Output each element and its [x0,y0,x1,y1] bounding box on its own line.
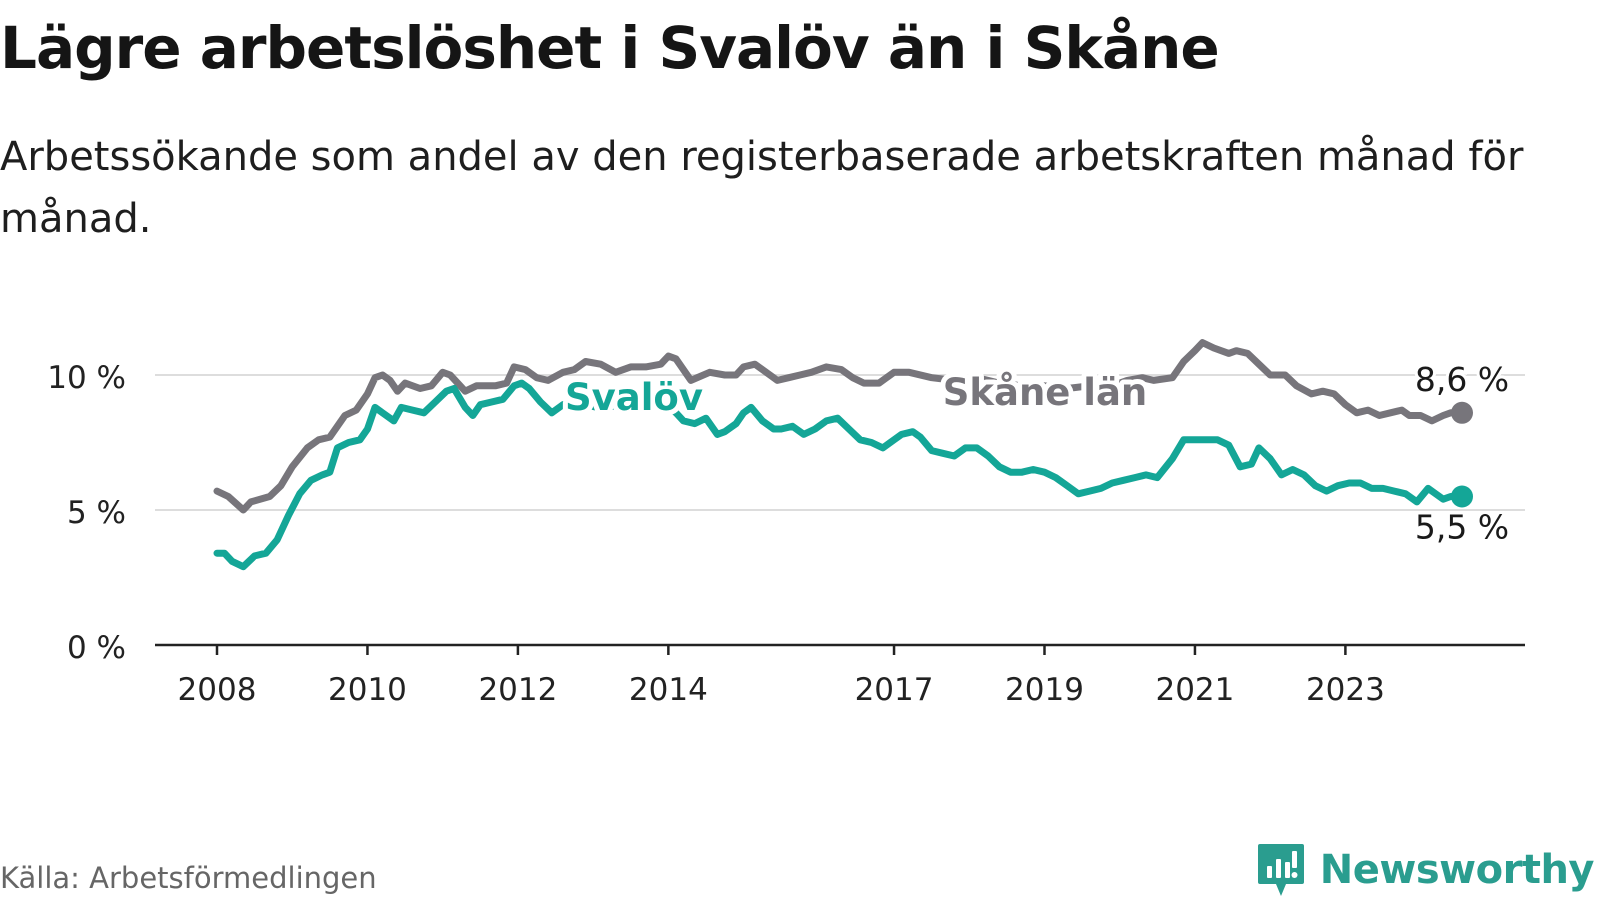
x-tick-label: 2019 [1005,672,1084,708]
series-labels: Skåne län 8,6 % Svalöv 5,5 % [560,357,1512,550]
y-tick-label: 0 % [67,630,126,666]
y-tick-label: 10 % [47,360,126,396]
y-tick-label: 5 % [67,495,126,531]
series-end-dot [1451,401,1473,424]
series-line-sval-v [213,379,1466,571]
series-name-label: Skåne län [943,371,1148,414]
x-tick-label: 2023 [1306,672,1385,708]
x-tick-label: 2021 [1155,672,1234,708]
x-tick-label: 2014 [629,672,708,708]
x-tick-label: 2017 [855,672,934,708]
series-end-value-label: 8,6 % [1415,360,1509,399]
series-name-label: Svalöv [565,376,703,419]
series-line-sk-ne-l-n [213,339,1466,514]
x-tick-label: 2010 [328,672,407,708]
line-chart: 0 %5 %10 % 2008 2010 2012 2014 2017 2019 2021 2… [47,339,1525,708]
series-end-value-label: 5,5 % [1415,508,1509,547]
x-tick-label: 2012 [478,672,557,708]
x-axis-ticks: 2008 2010 2012 2014 2017 2019 2021 2023 [178,645,1385,708]
chart-title: Lägre arbetslöshet i Svalöv än i Skåne [0,14,1220,82]
y-axis-tick-labels: 0 % 5 % 10 % [47,360,126,666]
chart-subtitle: Arbetssökande som andel av den registerb… [0,134,1524,242]
brand-name: Newsworthy [1319,847,1595,893]
series-end-dot [1451,485,1473,508]
newsworthy-logo-icon [1257,844,1304,896]
source-note: Källa: Arbetsförmedlingen [0,861,377,895]
series-lines [213,339,1473,571]
newsworthy-logo[interactable]: Newsworthy [1256,842,1595,898]
x-tick-label: 2008 [178,672,257,708]
